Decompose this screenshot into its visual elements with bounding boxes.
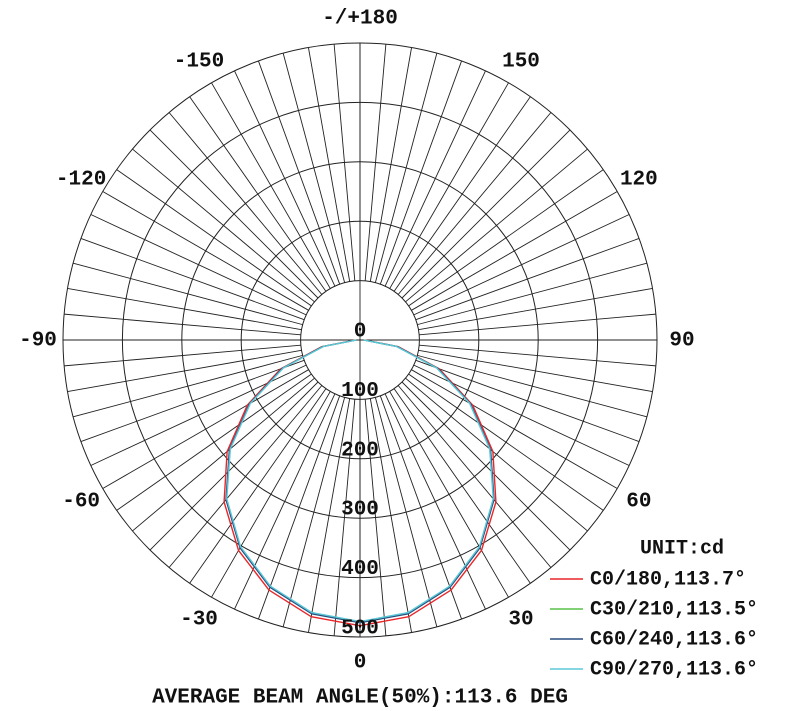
legend-label: C60/240,113.6° [590,628,758,651]
r-tick-label: 500 [341,618,379,641]
angle-tick-label: -90 [19,330,57,353]
r-tick-label: 300 [341,499,379,522]
chart-subtitle: AVERAGE BEAM ANGLE(50%):113.6 DEG [152,687,568,710]
legend-label: C90/270,113.6° [590,658,758,681]
angle-tick-label: -30 [180,608,218,631]
r-tick-label: 200 [341,439,379,462]
legend-title: UNIT:cd [640,537,724,560]
angle-tick-label: 0 [354,652,367,675]
angle-tick-label: 120 [620,169,658,192]
angle-tick-label: -150 [174,51,224,74]
series-line [225,339,495,624]
angle-tick-label: 60 [626,491,651,514]
angle-tick-label: -120 [56,169,106,192]
r-tick-label: 0 [354,321,367,344]
angle-tick-label: 30 [508,608,533,631]
angle-tick-label: -/+180 [322,8,398,31]
angle-tick-label: -60 [62,491,100,514]
angle-tick-label: 90 [669,330,694,353]
angle-tick-label: 150 [502,51,540,74]
r-tick-label: 400 [341,558,379,581]
series-line [226,339,494,623]
legend-label: C0/180,113.7° [590,568,746,591]
r-tick-label: 100 [341,380,379,403]
series-line [223,339,497,627]
legend-label: C30/210,113.5° [590,598,758,621]
